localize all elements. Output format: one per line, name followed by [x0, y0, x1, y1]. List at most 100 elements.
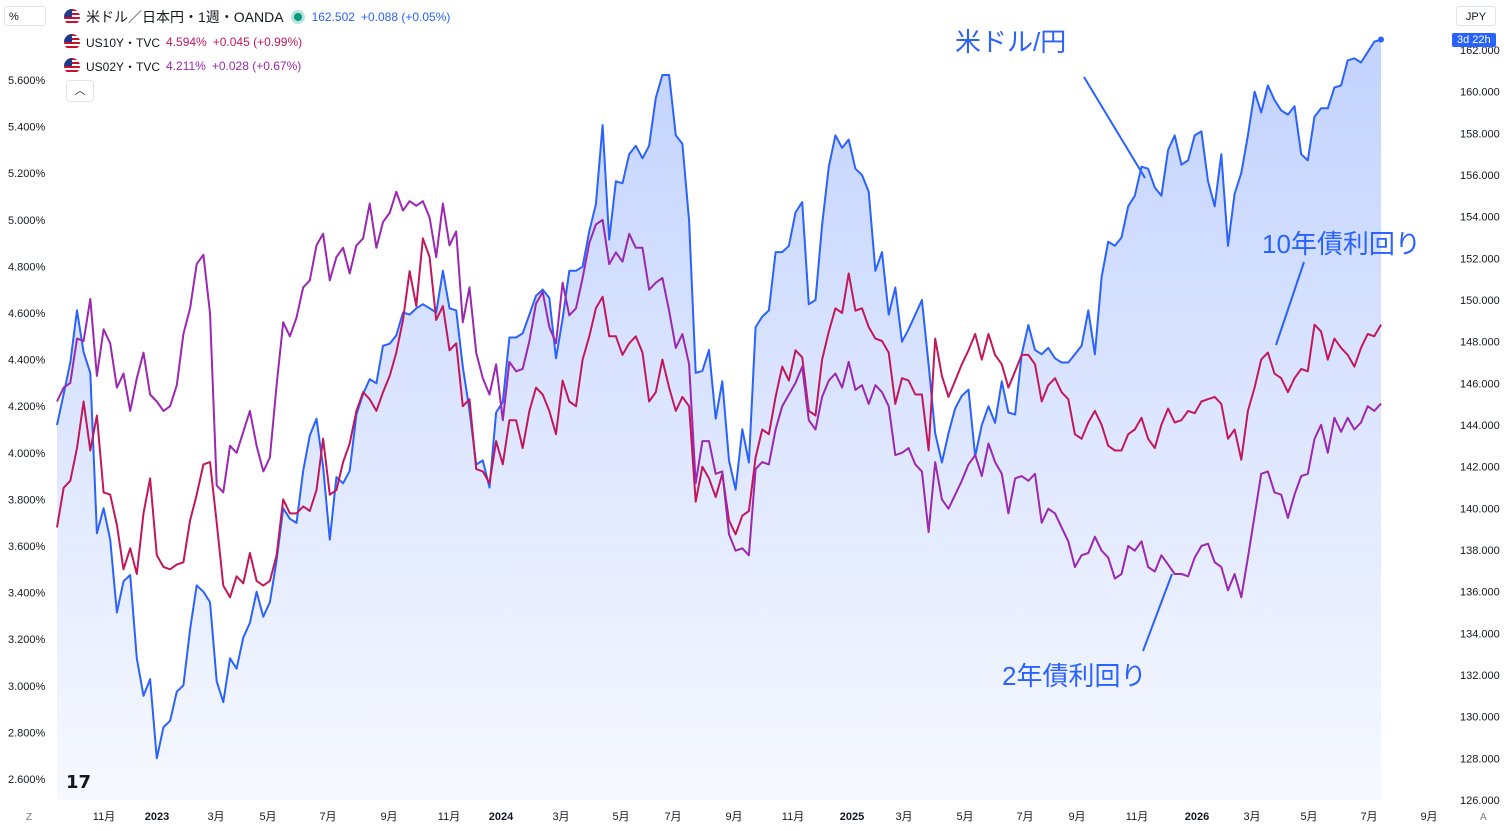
y-right-tick-label: 138.000 — [1460, 545, 1500, 557]
y-left-tick-label: 5.200% — [8, 168, 46, 180]
bar-countdown-label: 3d 22h — [1452, 33, 1496, 47]
usdjpy-area — [57, 39, 1381, 800]
y-left-tick-label: 4.600% — [8, 308, 46, 320]
legend-row-us10y[interactable]: US10Y・TVC 4.594% +0.045 (+0.99%) — [64, 32, 302, 52]
y-left-tick-label: 3.000% — [8, 681, 46, 693]
series-lines — [56, 36, 1384, 760]
x-tick-label: 9月 — [1068, 811, 1085, 823]
y-right-tick-label: 146.000 — [1460, 378, 1500, 390]
x-tick-label: 2024 — [489, 811, 514, 823]
legend-us02y-symbol: US02Y・TVC — [86, 59, 161, 74]
x-tick-label: 3月 — [207, 811, 224, 823]
corner-left-button[interactable]: Z — [26, 812, 33, 823]
x-tick-label: 2025 — [840, 811, 864, 823]
y-left-tick-label: 3.600% — [8, 541, 46, 553]
legend-us10y-change: +0.045 (+0.99%) — [212, 35, 303, 49]
unit-selector[interactable]: % — [4, 6, 46, 26]
y-right-tick-label: 158.000 — [1460, 128, 1500, 140]
x-tick-label: 5月 — [259, 811, 276, 823]
y-left-tick-label: 4.400% — [8, 355, 46, 367]
usdjpy-area-fill — [57, 39, 1381, 800]
x-tick-label: 3月 — [1243, 811, 1260, 823]
annotation-10y: 10年債利回り — [1262, 229, 1421, 259]
legend-main-change: +0.088 (+0.05%) — [360, 10, 451, 24]
legend-us02y-change: +0.028 (+0.67%) — [211, 59, 302, 73]
series-line-1 — [56, 237, 1382, 599]
y-left-tick-label: 4.800% — [8, 261, 46, 273]
y-left-tick-label: 2.600% — [8, 774, 46, 786]
y-right-tick-label: 136.000 — [1460, 587, 1500, 599]
x-tick-label: 3月 — [552, 811, 569, 823]
x-tick-label: 9月 — [1420, 811, 1437, 823]
x-tick-label: 3月 — [895, 811, 912, 823]
tradingview-logo-icon: 𝟭𝟳 — [66, 772, 92, 792]
x-tick-label: 11月 — [93, 811, 115, 823]
y-right-tick-label: 162.000 — [1460, 45, 1500, 57]
x-tick-label: 2023 — [145, 811, 169, 823]
annotation-arrows — [1083, 76, 1305, 652]
series-line-2 — [56, 190, 1382, 599]
corner-right-button[interactable]: A — [1480, 812, 1487, 823]
x-tick-label: 5月 — [956, 811, 973, 823]
y-right-tick-label: 152.000 — [1460, 253, 1500, 265]
y-left-tick-label: 5.400% — [8, 122, 46, 134]
annotation-usdjpy: 米ドル/円 — [955, 27, 1067, 57]
legend-row-us02y[interactable]: US02Y・TVC 4.211% +0.028 (+0.67%) — [64, 56, 301, 76]
y-left-tick-label: 2.800% — [8, 727, 46, 739]
market-open-icon — [293, 13, 302, 21]
currency-selector[interactable]: JPY — [1456, 6, 1496, 26]
y-right-tick-label: 150.000 — [1460, 295, 1500, 307]
y-right-tick-label: 134.000 — [1460, 628, 1500, 640]
y-right-tick-label: 160.000 — [1460, 87, 1500, 99]
legend-us10y-value: 4.594% — [166, 35, 207, 49]
y-axis-right: 162.000 160.000 158.000 156.000 154.000 152.0… — [1460, 45, 1500, 807]
y-left-tick-label: 4.200% — [8, 401, 46, 413]
x-tick-label: 9月 — [380, 811, 397, 823]
x-tick-label: 7月 — [664, 811, 681, 823]
annotation-arrow-0 — [1083, 76, 1146, 179]
y-left-tick-label: 5.600% — [8, 75, 46, 87]
y-right-tick-label: 142.000 — [1460, 462, 1500, 474]
us-flag-icon — [64, 34, 80, 50]
y-right-tick-label: 130.000 — [1460, 712, 1500, 724]
y-left-tick-label: 3.200% — [8, 634, 46, 646]
y-right-tick-label: 126.000 — [1460, 795, 1500, 807]
y-left-tick-label: 4.000% — [8, 448, 46, 460]
x-tick-label: 5月 — [612, 811, 629, 823]
x-tick-label: 2026 — [1185, 811, 1209, 823]
legend-row-main[interactable]: 米ドル／日本円・1週・OANDA 162.502 +0.088 (+0.05%) — [64, 7, 450, 27]
y-right-tick-label: 132.000 — [1460, 670, 1500, 682]
x-tick-label: 11月 — [438, 811, 460, 823]
legend-us10y-symbol: US10Y・TVC — [86, 35, 161, 50]
chevron-up-icon: ︿ — [74, 85, 86, 97]
annotation-arrow-1 — [1275, 261, 1305, 346]
x-tick-label: 11月 — [1126, 811, 1148, 823]
legend-us02y-value: 4.211% — [166, 59, 206, 73]
x-tick-label: 5月 — [1300, 811, 1317, 823]
last-price-dot — [1378, 36, 1384, 43]
x-tick-label: 7月 — [1016, 811, 1033, 823]
x-axis: 11月 2023 3月 5月 7月 9月 11月 2024 3月 5月 7月 9月 11月 2025 3月 5… — [93, 811, 1438, 823]
legend-main-symbol: 米ドル／日本円・1週・OANDA — [86, 9, 284, 25]
y-left-tick-label: 3.800% — [8, 494, 46, 506]
y-axis-left: 5.600% 5.400% 5.200% 5.000% 4.800% 4.600% 4.40… — [8, 75, 46, 786]
y-right-tick-label: 128.000 — [1460, 753, 1500, 765]
y-right-tick-label: 154.000 — [1460, 212, 1500, 224]
y-left-tick-label: 3.400% — [8, 588, 46, 600]
x-tick-label: 7月 — [319, 811, 336, 823]
annotation-arrow-2 — [1142, 573, 1173, 652]
y-left-tick-label: 5.000% — [8, 215, 46, 227]
legend-collapse-button[interactable]: ︿ — [66, 80, 94, 102]
x-tick-label: 7月 — [1360, 811, 1377, 823]
us-flag-icon — [64, 58, 80, 74]
y-right-tick-label: 148.000 — [1460, 337, 1500, 349]
legend-main-price: 162.502 — [311, 10, 355, 24]
y-right-tick-label: 144.000 — [1460, 420, 1500, 432]
x-tick-label: 11月 — [782, 811, 804, 823]
y-right-tick-label: 140.000 — [1460, 503, 1500, 515]
us-flag-icon — [64, 9, 80, 25]
x-tick-label: 9月 — [725, 811, 742, 823]
y-right-tick-label: 156.000 — [1460, 170, 1500, 182]
